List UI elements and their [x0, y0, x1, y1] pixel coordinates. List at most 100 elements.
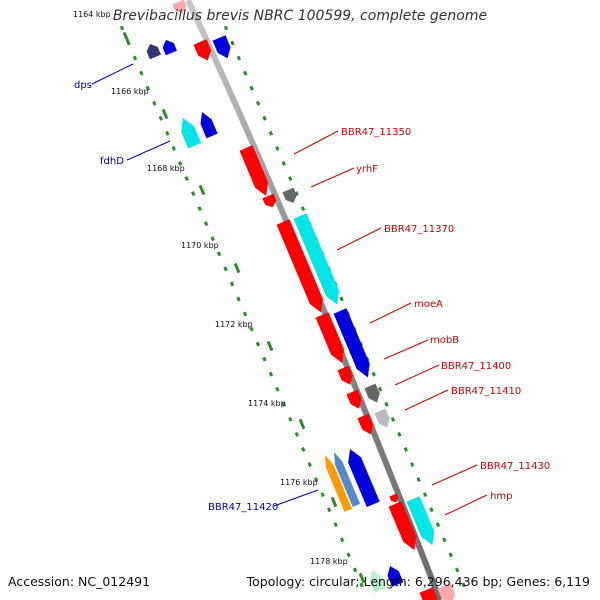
- gene-arrow[interactable]: [276, 219, 323, 313]
- tick-mark: [403, 447, 408, 452]
- gene-label-bbr47-11350[interactable]: BBR47_11350: [341, 127, 411, 138]
- gene-leader-line: [394, 364, 440, 386]
- tick-mark: [281, 161, 286, 166]
- genome-summary-text: Topology: circular; Length: 6,296,436 bp…: [246, 574, 590, 589]
- gene-label-bbr47-11430[interactable]: BBR47_11430: [480, 461, 550, 472]
- gene-arrow[interactable]: [293, 213, 339, 305]
- gene-label-hmp[interactable]: hmp: [490, 491, 512, 502]
- tick-mark: [255, 100, 261, 106]
- tick-mark: [435, 522, 441, 528]
- accession-text: Accession: NC_012491: [8, 574, 151, 589]
- gene-arrow[interactable]: [369, 570, 387, 593]
- tick-label: 1170 kbp: [181, 241, 219, 250]
- gene-arrow[interactable]: [146, 44, 161, 60]
- gene-arrow[interactable]: [282, 187, 297, 203]
- gene-arrow[interactable]: [262, 193, 277, 208]
- gene-arrow[interactable]: [348, 449, 380, 508]
- tick-mark: [275, 386, 280, 392]
- gene-arrow[interactable]: [337, 365, 353, 385]
- tick-mark: [352, 567, 358, 573]
- tick-mark: [178, 161, 183, 166]
- gene-arrow[interactable]: [437, 583, 456, 600]
- gene-arrow[interactable]: [364, 383, 380, 403]
- gene-arrow[interactable]: [333, 308, 370, 378]
- tick-mark: [455, 567, 460, 573]
- tick-mark: [346, 552, 351, 558]
- gene-leader-line: [444, 494, 488, 516]
- tick-mark: [158, 115, 163, 121]
- gene-arrow[interactable]: [387, 566, 404, 587]
- tick-mark-major: [122, 31, 130, 43]
- gene-arrow[interactable]: [172, 0, 187, 14]
- tick-mark: [397, 431, 402, 437]
- gene-label-dps[interactable]: dps: [74, 80, 92, 91]
- tick-mark: [461, 582, 466, 588]
- gene-arrow[interactable]: [212, 35, 231, 59]
- tick-mark: [132, 55, 138, 61]
- gene-label-bbr47-11420[interactable]: BBR47_11420: [208, 502, 278, 513]
- tick-mark: [126, 40, 131, 46]
- tick-mark: [223, 25, 229, 31]
- tick-mark: [119, 25, 125, 31]
- tick-mark: [210, 236, 215, 242]
- tick-mark-major: [198, 184, 206, 196]
- tick-label: 1168 kbp: [147, 164, 185, 173]
- gene-leader-line: [293, 130, 339, 155]
- tick-label: 1172 kbp: [215, 320, 253, 329]
- tick-mark: [442, 537, 447, 543]
- gene-leader-line: [273, 489, 319, 507]
- tick-mark: [191, 191, 196, 197]
- tick-mark: [300, 206, 306, 212]
- tick-mark: [165, 130, 170, 136]
- gene-arrow[interactable]: [419, 587, 438, 600]
- tick-mark: [152, 100, 157, 106]
- gene-arrow[interactable]: [374, 408, 390, 428]
- gene-label-bbr47-11400[interactable]: BBR47_11400: [441, 361, 511, 372]
- gene-label-bbr47-11370[interactable]: BBR47_11370: [384, 224, 454, 235]
- tick-mark: [429, 507, 434, 513]
- gene-leader-line: [383, 339, 429, 360]
- tick-mark: [268, 130, 274, 136]
- tick-mark: [139, 70, 144, 76]
- tick-mark: [339, 296, 344, 302]
- gene-arrow[interactable]: [200, 112, 218, 139]
- tick-mark: [229, 281, 235, 287]
- tick-mark: [294, 191, 299, 197]
- gene-arrow[interactable]: [315, 312, 344, 363]
- tick-mark: [288, 176, 293, 181]
- gene-arrow[interactable]: [406, 496, 435, 546]
- gene-features: [146, 0, 456, 600]
- tick-label: 1178 kbp: [310, 557, 348, 566]
- tick-mark: [281, 401, 286, 407]
- tick-mark: [249, 85, 254, 91]
- gene-leader-line: [91, 63, 134, 85]
- tick-mark-major: [233, 262, 241, 274]
- gene-label-moea[interactable]: moeA: [414, 299, 443, 310]
- gene-arrow[interactable]: [389, 493, 399, 503]
- tick-mark: [359, 582, 364, 588]
- gene-arrow[interactable]: [325, 455, 352, 512]
- gene-label-fdhd[interactable]: fdhD: [100, 156, 124, 167]
- gene-arrow[interactable]: [346, 389, 362, 409]
- gene-arrow[interactable]: [162, 40, 177, 56]
- tick-mark: [422, 492, 428, 498]
- gene-arrow[interactable]: [357, 413, 374, 435]
- tick-mark-major: [298, 418, 306, 430]
- gene-arrow[interactable]: [388, 501, 417, 551]
- tick-mark: [262, 115, 267, 121]
- tick-mark-major: [330, 496, 338, 508]
- gene-arrow[interactable]: [334, 452, 361, 508]
- gene-arrow[interactable]: [193, 39, 212, 61]
- tick-mark: [410, 462, 415, 467]
- gene-arrow[interactable]: [239, 145, 268, 196]
- tick-mark: [288, 416, 293, 422]
- gene-label-mobb[interactable]: mobB: [430, 335, 459, 346]
- map-title: Brevibacillus brevis NBRC 100599, comple…: [112, 8, 488, 24]
- gene-label-yrhf[interactable]: yrhF: [356, 164, 378, 175]
- gene-label-bbr47-11410[interactable]: BBR47_11410: [451, 386, 521, 397]
- gene-arrow[interactable]: [181, 118, 202, 149]
- tick-mark: [236, 296, 241, 302]
- tick-label: 1164 kbp: [73, 10, 111, 19]
- tick-mark: [390, 416, 396, 422]
